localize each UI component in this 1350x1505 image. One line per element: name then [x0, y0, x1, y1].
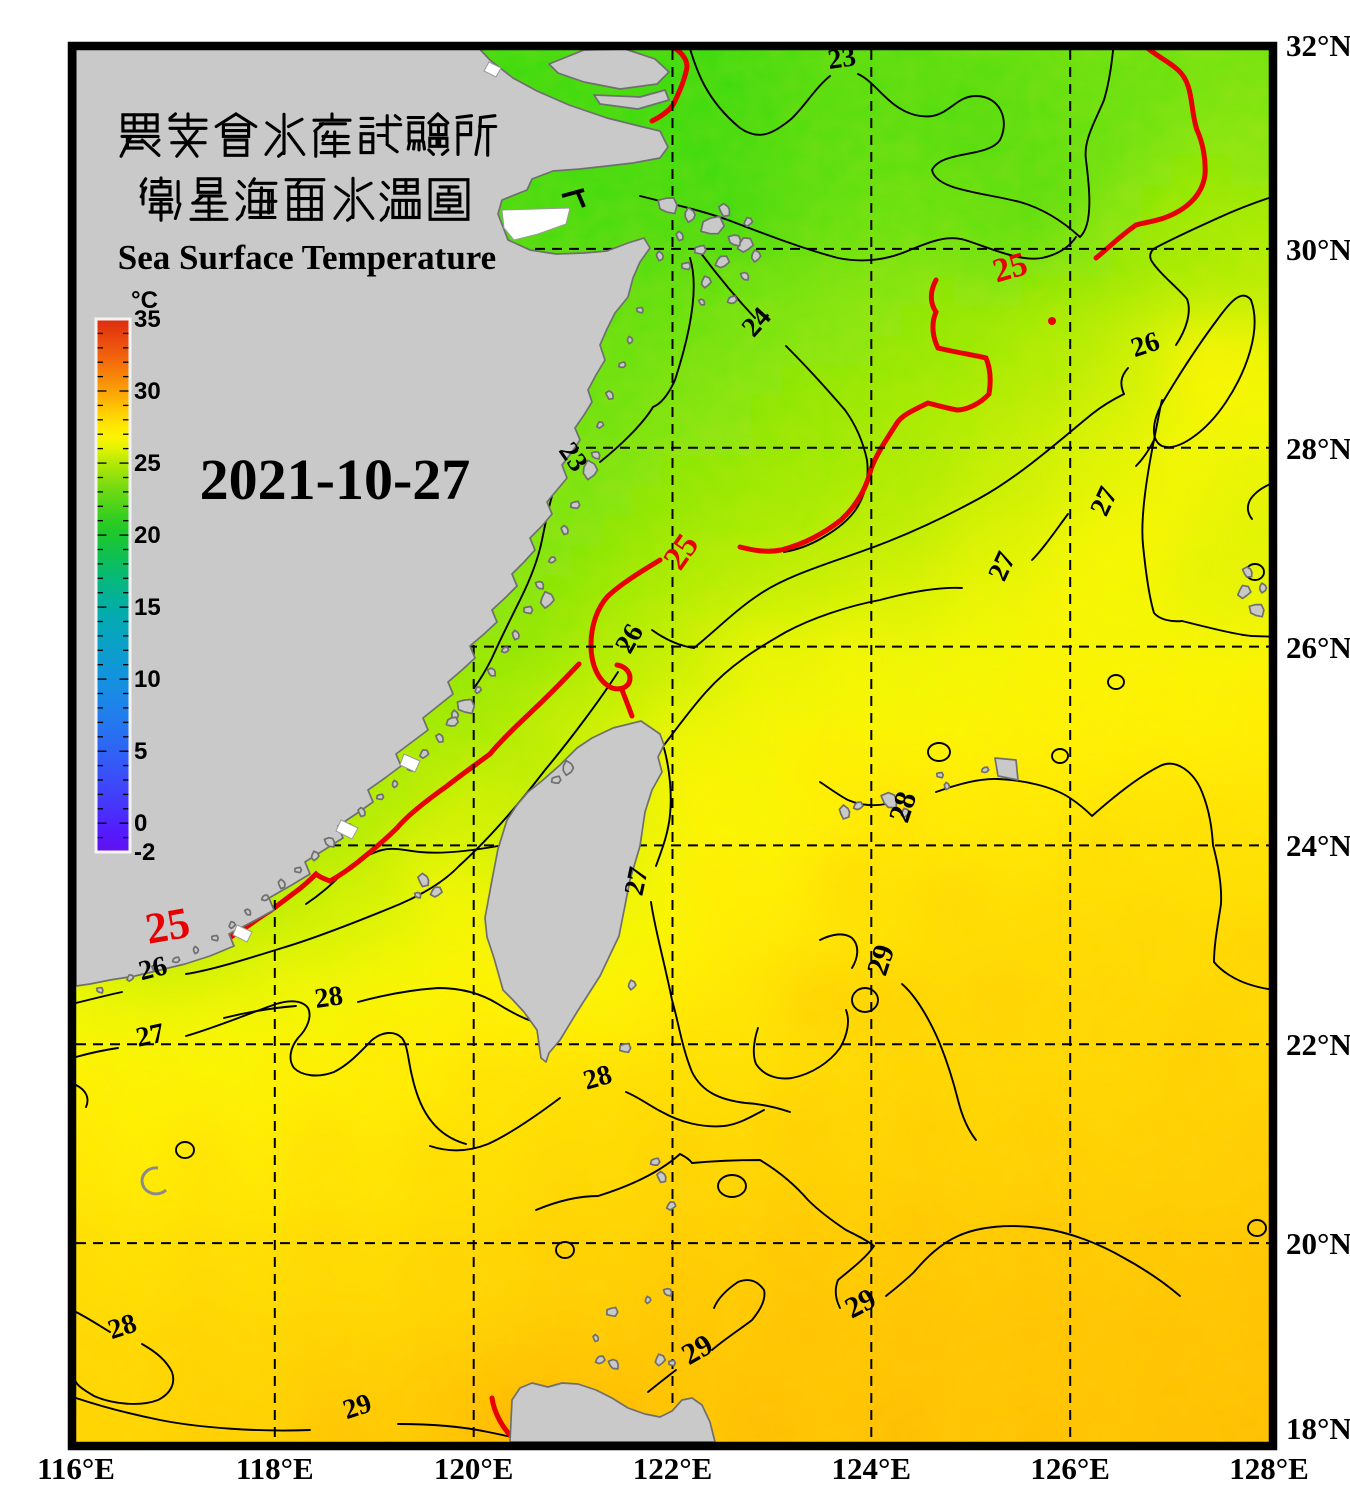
- svg-text:20: 20: [134, 522, 161, 549]
- svg-text:26°N: 26°N: [1286, 630, 1350, 665]
- svg-text:Sea Surface Temperature: Sea Surface Temperature: [118, 238, 496, 277]
- svg-text:2021-10-27: 2021-10-27: [200, 447, 471, 512]
- svg-text:0: 0: [134, 810, 147, 837]
- svg-text:22°N: 22°N: [1286, 1027, 1350, 1062]
- svg-text:15: 15: [134, 594, 161, 621]
- svg-text:35: 35: [134, 306, 161, 333]
- svg-text:32°N: 32°N: [1286, 28, 1350, 63]
- svg-text:-2: -2: [134, 839, 155, 866]
- svg-text:28: 28: [313, 980, 345, 1015]
- svg-text:25: 25: [142, 898, 194, 954]
- svg-text:23: 23: [826, 41, 858, 76]
- svg-text:30°N: 30°N: [1286, 232, 1350, 267]
- svg-text:122°E: 122°E: [633, 1451, 713, 1486]
- svg-text:27: 27: [619, 864, 655, 898]
- svg-text:5: 5: [134, 738, 147, 765]
- svg-text:10: 10: [134, 666, 161, 693]
- svg-text:18°N: 18°N: [1286, 1411, 1350, 1446]
- svg-text:120°E: 120°E: [434, 1451, 514, 1486]
- svg-text:28°N: 28°N: [1286, 431, 1350, 466]
- svg-text:24°N: 24°N: [1286, 828, 1350, 863]
- svg-text:°C: °C: [131, 287, 158, 314]
- svg-text:20°N: 20°N: [1286, 1226, 1350, 1261]
- svg-text:27: 27: [133, 1018, 167, 1054]
- svg-text:128°E: 128°E: [1229, 1451, 1309, 1486]
- svg-text:124°E: 124°E: [832, 1451, 912, 1486]
- svg-text:118°E: 118°E: [236, 1451, 314, 1486]
- svg-text:30: 30: [134, 378, 161, 405]
- svg-text:126°E: 126°E: [1030, 1451, 1110, 1486]
- svg-text:116°E: 116°E: [37, 1451, 115, 1486]
- svg-text:25: 25: [134, 450, 161, 477]
